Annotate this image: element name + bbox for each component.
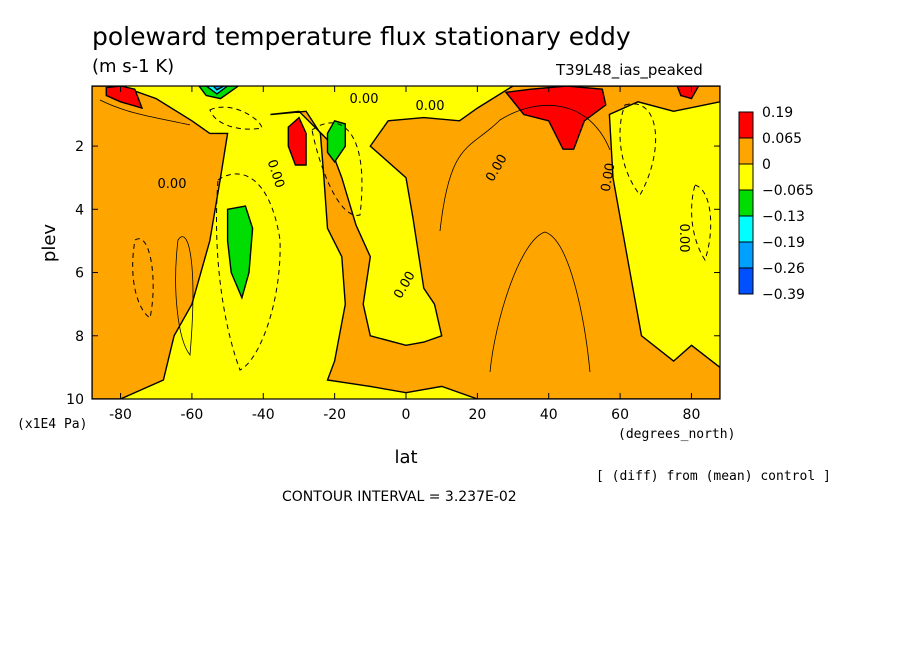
x-axis-units: (degrees_north) xyxy=(618,427,735,442)
y-tick-label: 10 xyxy=(66,392,84,408)
y-tick-label: 6 xyxy=(75,266,84,282)
contour-region xyxy=(676,86,700,100)
thin-contour xyxy=(99,99,191,126)
dashed-contour xyxy=(209,106,263,130)
contour-lines xyxy=(99,99,712,373)
contour-label: 0.00 xyxy=(416,99,445,114)
chart-units: (m s-1 K) xyxy=(92,56,175,77)
colorbar-label: −0.26 xyxy=(762,261,805,277)
contour-interval: CONTOUR INTERVAL = 3.237E-02 xyxy=(282,489,517,505)
y-tick-label: 8 xyxy=(75,329,84,345)
x-tick-label: -60 xyxy=(180,407,203,423)
x-tick-label: 80 xyxy=(683,407,701,423)
y-axis-title: plev xyxy=(39,224,60,263)
contour-region xyxy=(270,86,720,399)
colorbar-swatch xyxy=(738,111,754,139)
colorbar-swatch xyxy=(738,215,754,243)
colorbar-label: −0.19 xyxy=(762,235,805,251)
x-tick-label: 40 xyxy=(540,407,558,423)
thin-contour xyxy=(489,231,591,373)
y-tick-label: 4 xyxy=(75,202,84,218)
thin-contour xyxy=(175,236,194,357)
y-axis: 2 4 6 8 10 xyxy=(66,139,720,408)
y-axis-units: (x1E4 Pa) xyxy=(17,417,87,432)
colorbar-label: −0.065 xyxy=(762,183,814,199)
dashed-contour xyxy=(132,238,154,319)
colorbar-swatch xyxy=(738,241,754,269)
dashed-contour xyxy=(691,184,712,262)
contour-region xyxy=(326,119,346,164)
x-tick-label: 0 xyxy=(402,407,411,423)
colorbar-label: −0.13 xyxy=(762,209,805,225)
contour-regions xyxy=(92,86,720,399)
contour-region xyxy=(287,116,307,166)
contour-label: 0.00 xyxy=(158,177,187,192)
x-tick-label: 20 xyxy=(468,407,486,423)
x-tick-label: -80 xyxy=(109,407,132,423)
colorbar-swatch xyxy=(738,137,754,165)
x-tick-label: -40 xyxy=(252,407,275,423)
contour-label: 0.00 xyxy=(599,162,619,193)
colorbar-label: −0.39 xyxy=(762,287,805,303)
contour-label: 0.00 xyxy=(676,224,691,253)
contour-region xyxy=(212,86,225,91)
y-tick-label: 2 xyxy=(75,139,84,155)
colorbar-swatch xyxy=(738,189,754,217)
contour-region xyxy=(92,86,229,399)
colorbar-label: 0 xyxy=(762,157,771,173)
difference-note: [ (diff) from (mean) control ] xyxy=(596,469,831,484)
colorbar: 0.19 0.065 0 −0.065 −0.13 −0.19 −0.26 −0.39 xyxy=(738,105,814,303)
contour-region xyxy=(504,86,607,150)
x-tick-label: 60 xyxy=(611,407,629,423)
experiment-label: T39L48_ias_peaked xyxy=(556,61,703,79)
contour-label: 0.00 xyxy=(350,92,379,107)
colorbar-swatch xyxy=(738,163,754,191)
dashed-contour xyxy=(311,122,363,216)
x-axis-title: lat xyxy=(394,447,417,468)
dashed-contour xyxy=(216,173,281,371)
contour-region xyxy=(226,205,254,300)
colorbar-swatch xyxy=(738,267,754,295)
thin-contour xyxy=(439,104,611,232)
colorbar-label: 0.19 xyxy=(762,105,793,121)
colorbar-label: 0.065 xyxy=(762,131,802,147)
chart-title: poleward temperature flux stationary edd… xyxy=(92,22,631,51)
x-axis: -80 -60 -40 -20 0 20 40 60 80 xyxy=(109,86,700,423)
contour-region xyxy=(105,86,144,110)
x-tick-label: -20 xyxy=(323,407,346,423)
